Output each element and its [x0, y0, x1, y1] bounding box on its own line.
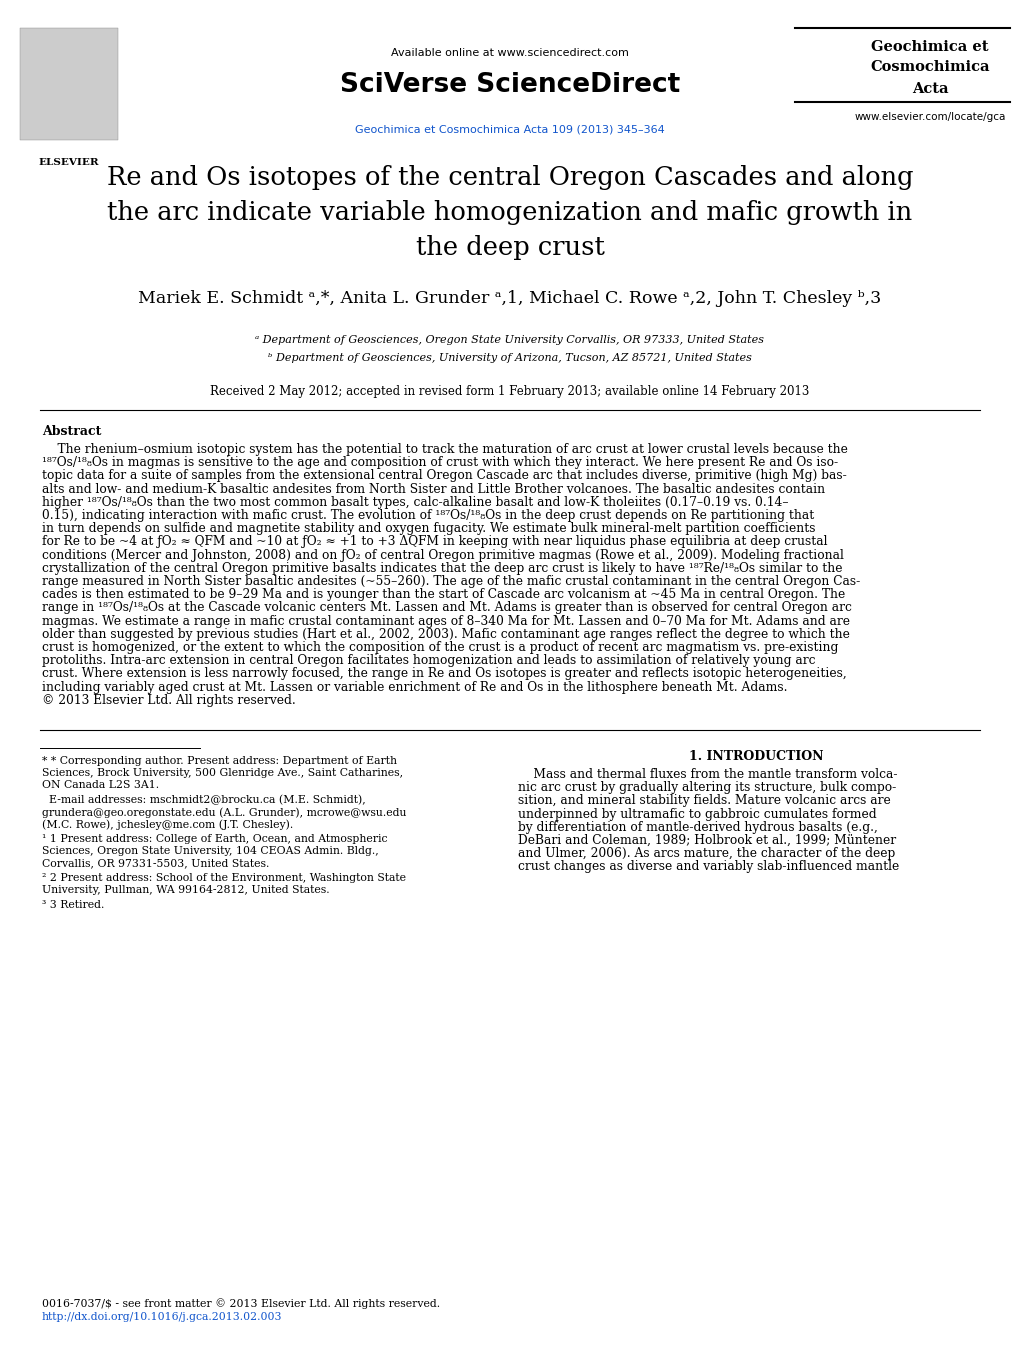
Text: www.elsevier.com/locate/gca: www.elsevier.com/locate/gca	[854, 111, 1005, 122]
Text: Cosmochimica: Cosmochimica	[869, 60, 988, 73]
Text: * * Corresponding author. Present address: Department of Earth: * * Corresponding author. Present addres…	[42, 756, 396, 766]
Text: ¹ 1 Present address: College of Earth, Ocean, and Atmospheric: ¹ 1 Present address: College of Earth, O…	[42, 834, 387, 844]
Text: alts and low- and medium-K basaltic andesites from North Sister and Little Broth: alts and low- and medium-K basaltic ande…	[42, 482, 824, 496]
Text: conditions (Mercer and Johnston, 2008) and on ƒO₂ of central Oregon primitive ma: conditions (Mercer and Johnston, 2008) a…	[42, 549, 843, 561]
Text: topic data for a suite of samples from the extensional central Oregon Cascade ar: topic data for a suite of samples from t…	[42, 469, 846, 482]
Text: (M.C. Rowe), jchesley@me.com (J.T. Chesley).: (M.C. Rowe), jchesley@me.com (J.T. Chesl…	[42, 819, 293, 829]
Text: Sciences, Brock University, 500 Glenridge Ave., Saint Catharines,: Sciences, Brock University, 500 Glenridg…	[42, 768, 403, 777]
Text: Mariek E. Schmidt ᵃ,*, Anita L. Grunder ᵃ,1, Michael C. Rowe ᵃ,2, John T. Chesle: Mariek E. Schmidt ᵃ,*, Anita L. Grunder …	[139, 289, 880, 307]
Text: The rhenium–osmium isotopic system has the potential to track the maturation of : The rhenium–osmium isotopic system has t…	[42, 443, 847, 457]
Text: nic arc crust by gradually altering its structure, bulk compo-: nic arc crust by gradually altering its …	[518, 781, 896, 794]
Text: the arc indicate variable homogenization and mafic growth in: the arc indicate variable homogenization…	[107, 200, 912, 226]
Text: Mass and thermal fluxes from the mantle transform volca-: Mass and thermal fluxes from the mantle …	[518, 768, 897, 781]
Text: ³ 3 Retired.: ³ 3 Retired.	[42, 900, 104, 911]
Text: crust. Where extension is less narrowly focused, the range in Re and Os isotopes: crust. Where extension is less narrowly …	[42, 667, 846, 681]
Text: University, Pullman, WA 99164-2812, United States.: University, Pullman, WA 99164-2812, Unit…	[42, 885, 329, 896]
Text: ELSEVIER: ELSEVIER	[39, 158, 99, 167]
Text: ᵇ Department of Geosciences, University of Arizona, Tucson, AZ 85721, United Sta: ᵇ Department of Geosciences, University …	[268, 353, 751, 363]
Text: Corvallis, OR 97331-5503, United States.: Corvallis, OR 97331-5503, United States.	[42, 858, 269, 868]
Text: Geochimica et: Geochimica et	[870, 39, 987, 54]
Text: ² 2 Present address: School of the Environment, Washington State: ² 2 Present address: School of the Envir…	[42, 872, 406, 883]
Text: Sciences, Oregon State University, 104 CEOAS Admin. Bldg.,: Sciences, Oregon State University, 104 C…	[42, 847, 378, 856]
Text: and Ulmer, 2006). As arcs mature, the character of the deep: and Ulmer, 2006). As arcs mature, the ch…	[518, 847, 895, 860]
Text: Received 2 May 2012; accepted in revised form 1 February 2013; available online : Received 2 May 2012; accepted in revised…	[210, 385, 809, 398]
Text: crust is homogenized, or the extent to which the composition of the crust is a p: crust is homogenized, or the extent to w…	[42, 641, 838, 654]
Text: crust changes as diverse and variably slab-influenced mantle: crust changes as diverse and variably sl…	[518, 860, 899, 874]
Text: SciVerse ScienceDirect: SciVerse ScienceDirect	[339, 72, 680, 98]
Text: higher ¹⁸⁷Os/¹⁸₈Os than the two most common basalt types, calc-alkaline basalt a: higher ¹⁸⁷Os/¹⁸₈Os than the two most com…	[42, 496, 788, 508]
Text: DeBari and Coleman, 1989; Holbrook et al., 1999; Müntener: DeBari and Coleman, 1989; Holbrook et al…	[518, 834, 896, 847]
Text: in turn depends on sulfide and magnetite stability and oxygen fugacity. We estim: in turn depends on sulfide and magnetite…	[42, 522, 815, 535]
Text: 1. INTRODUCTION: 1. INTRODUCTION	[688, 750, 822, 762]
Text: the deep crust: the deep crust	[415, 235, 604, 260]
Text: protoliths. Intra-arc extension in central Oregon facilitates homogenization and: protoliths. Intra-arc extension in centr…	[42, 654, 815, 667]
Text: 0016-7037/$ - see front matter © 2013 Elsevier Ltd. All rights reserved.: 0016-7037/$ - see front matter © 2013 El…	[42, 1298, 439, 1309]
Text: crystallization of the central Oregon primitive basalts indicates that the deep : crystallization of the central Oregon pr…	[42, 561, 842, 575]
Text: range in ¹⁸⁷Os/¹⁸₈Os at the Cascade volcanic centers Mt. Lassen and Mt. Adams is: range in ¹⁸⁷Os/¹⁸₈Os at the Cascade volc…	[42, 602, 851, 614]
Bar	[20, 29, 118, 140]
Text: ᵃ Department of Geosciences, Oregon State University Corvallis, OR 97333, United: ᵃ Department of Geosciences, Oregon Stat…	[255, 336, 764, 345]
Text: underpinned by ultramafic to gabbroic cumulates formed: underpinned by ultramafic to gabbroic cu…	[518, 807, 875, 821]
Text: cades is then estimated to be 9–29 Ma and is younger than the start of Cascade a: cades is then estimated to be 9–29 Ma an…	[42, 588, 845, 601]
Text: Re and Os isotopes of the central Oregon Cascades and along: Re and Os isotopes of the central Oregon…	[107, 164, 912, 190]
Text: magmas. We estimate a range in mafic crustal contaminant ages of 8–340 Ma for Mt: magmas. We estimate a range in mafic cru…	[42, 614, 849, 628]
Text: E-mail addresses: mschmidt2@brocku.ca (M.E. Schmidt),: E-mail addresses: mschmidt2@brocku.ca (M…	[42, 795, 366, 806]
Text: grundera@geo.oregonstate.edu (A.L. Grunder), mcrowe@wsu.edu: grundera@geo.oregonstate.edu (A.L. Grund…	[42, 807, 407, 818]
Text: Available online at www.sciencedirect.com: Available online at www.sciencedirect.co…	[390, 48, 629, 58]
Text: ¹⁸⁷Os/¹⁸₈Os in magmas is sensitive to the age and composition of crust with whic: ¹⁸⁷Os/¹⁸₈Os in magmas is sensitive to th…	[42, 457, 838, 469]
Text: © 2013 Elsevier Ltd. All rights reserved.: © 2013 Elsevier Ltd. All rights reserved…	[42, 694, 296, 707]
Text: older than suggested by previous studies (Hart et al., 2002, 2003). Mafic contam: older than suggested by previous studies…	[42, 628, 849, 641]
Text: for Re to be ~4 at ƒO₂ ≈ QFM and ~10 at ƒO₂ ≈ +1 to +3 ΔQFM in keeping with near: for Re to be ~4 at ƒO₂ ≈ QFM and ~10 at …	[42, 535, 826, 549]
Text: by differentiation of mantle-derived hydrous basalts (e.g.,: by differentiation of mantle-derived hyd…	[518, 821, 877, 834]
Text: http://dx.doi.org/10.1016/j.gca.2013.02.003: http://dx.doi.org/10.1016/j.gca.2013.02.…	[42, 1311, 282, 1322]
Text: Acta: Acta	[911, 82, 948, 96]
Text: 0.15), indicating interaction with mafic crust. The evolution of ¹⁸⁷Os/¹⁸₈Os in : 0.15), indicating interaction with mafic…	[42, 510, 813, 522]
Text: including variably aged crust at Mt. Lassen or variable enrichment of Re and Os : including variably aged crust at Mt. Las…	[42, 681, 787, 693]
Text: range measured in North Sister basaltic andesites (~55–260). The age of the mafi: range measured in North Sister basaltic …	[42, 575, 859, 588]
Text: Abstract: Abstract	[42, 425, 101, 438]
Text: Geochimica et Cosmochimica Acta 109 (2013) 345–364: Geochimica et Cosmochimica Acta 109 (201…	[355, 125, 664, 135]
Text: ON Canada L2S 3A1.: ON Canada L2S 3A1.	[42, 780, 159, 790]
Text: sition, and mineral stability fields. Mature volcanic arcs are: sition, and mineral stability fields. Ma…	[518, 795, 890, 807]
